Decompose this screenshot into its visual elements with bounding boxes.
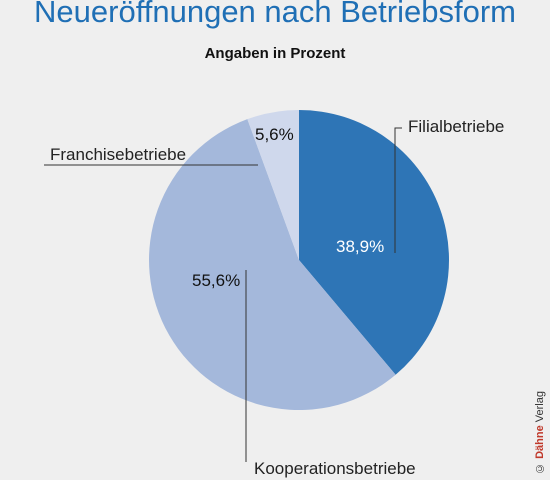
chart-title: Neueröffnungen nach Betriebsform	[34, 0, 516, 29]
chart-subtitle: Angaben in Prozent	[205, 45, 346, 62]
callout-line-filialbetriebe	[394, 127, 402, 253]
callout-lines	[44, 127, 402, 462]
legend-label-kooperationsbetriebe: Kooperationsbetriebe	[254, 459, 416, 478]
slice-value-filialbetriebe: 38,9%	[336, 237, 384, 256]
pie-slice-filialbetriebe	[299, 110, 450, 375]
pie-slice-kooperationsbetriebe	[149, 119, 396, 410]
slice-value-kooperationsbetriebe: 55,6%	[192, 271, 240, 290]
pie-slices	[149, 110, 450, 410]
pie-slice-franchisebetriebe	[247, 110, 299, 260]
legend-label-filialbetriebe: Filialbetriebe	[408, 117, 504, 136]
slice-value-franchisebetriebe: 5,6%	[255, 125, 294, 144]
copyright-credit: © Dähne Verlag	[534, 391, 546, 474]
copyright-symbol: ©	[534, 462, 546, 474]
credit-brand: Dähne	[534, 425, 546, 459]
legend-label-franchisebetriebe: Franchisebetriebe	[50, 145, 186, 164]
credit-rest: Verlag	[534, 391, 546, 423]
